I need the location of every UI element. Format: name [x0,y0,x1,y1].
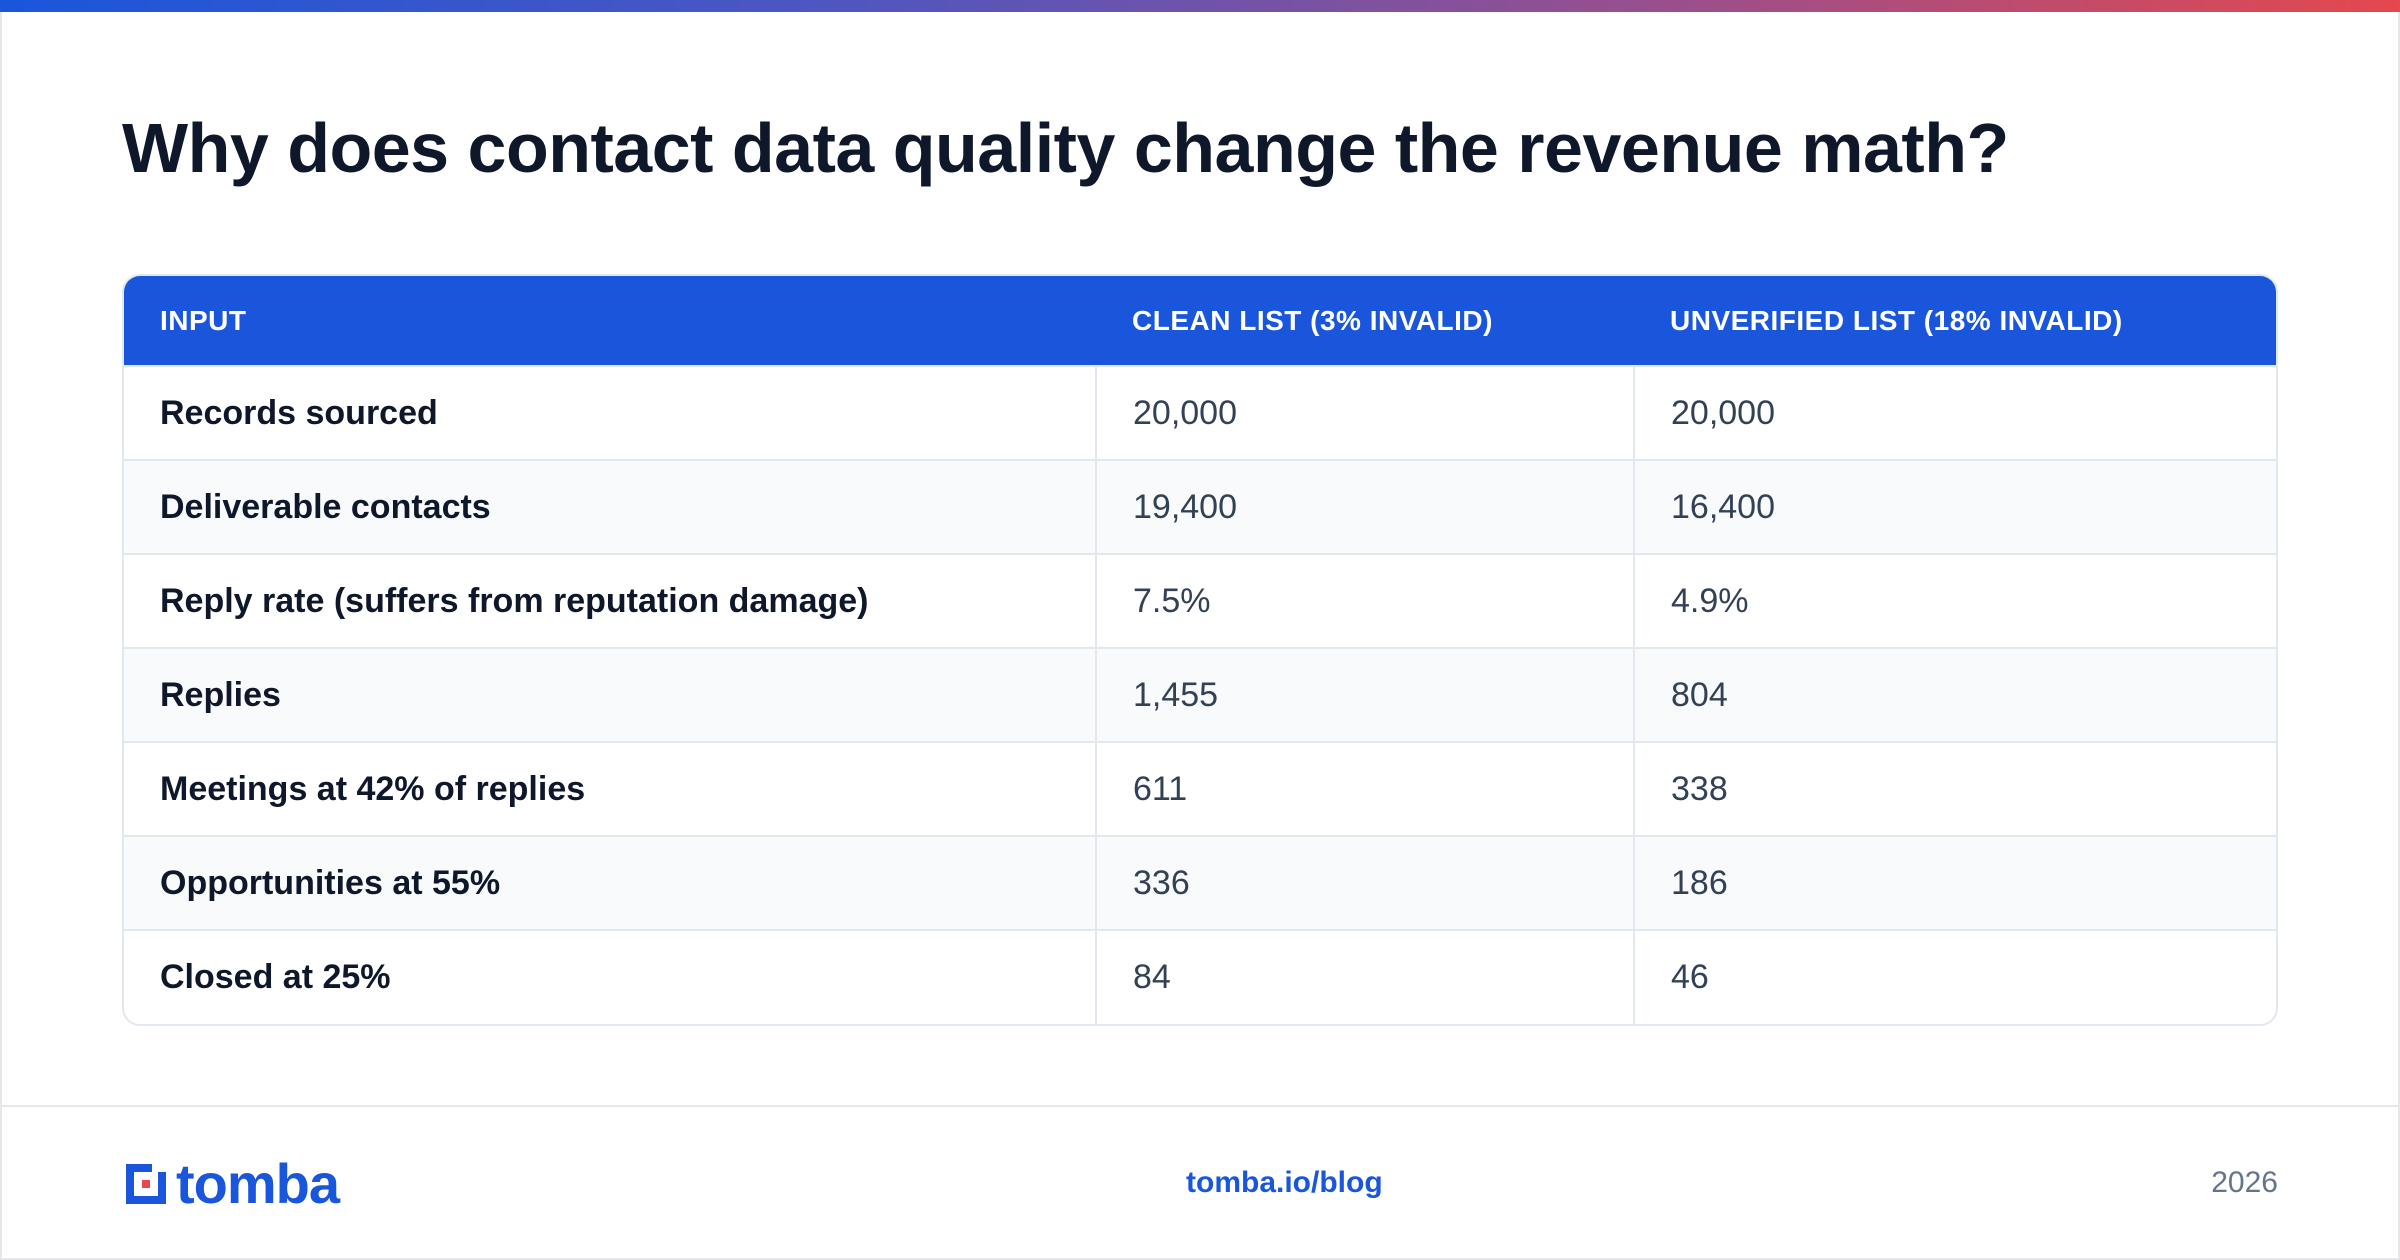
unverified-value: 804 [1633,647,2276,742]
gradient-top-bar [0,0,2400,12]
header-clean-list: CLEAN LIST (3% INVALID) [1096,276,1634,366]
row-label: Reply rate (suffers from reputation dama… [124,553,1096,648]
comparison-table-container: INPUT CLEAN LIST (3% INVALID) UNVERIFIED… [122,274,2278,1026]
footer-divider [0,1105,2400,1107]
row-label: Opportunities at 55% [124,835,1096,930]
tomba-logo-icon [122,1160,170,1208]
unverified-value: 16,400 [1633,459,2276,554]
unverified-value: 4.9% [1633,553,2276,648]
page-title: Why does contact data quality change the… [122,109,2009,187]
blog-link[interactable]: tomba.io/blog [1186,1166,1383,1199]
row-label: Deliverable contacts [124,459,1096,554]
header-input: INPUT [124,276,1096,366]
table-row: Meetings at 42% of replies 611 338 [124,741,2276,836]
table-row: Closed at 25% 84 46 [124,929,2276,1024]
footer-year: 2026 [2211,1166,2278,1199]
table-row: Deliverable contacts 19,400 16,400 [124,459,2276,554]
logo-wordmark: tomba [176,1152,340,1215]
clean-value: 84 [1095,929,1634,1024]
unverified-value: 186 [1633,835,2276,930]
unverified-value: 20,000 [1633,365,2276,460]
table-row: Records sourced 20,000 20,000 [124,365,2276,460]
clean-value: 19,400 [1095,459,1634,554]
comparison-table: INPUT CLEAN LIST (3% INVALID) UNVERIFIED… [124,276,2276,1024]
unverified-value: 338 [1633,741,2276,836]
clean-value: 7.5% [1095,553,1634,648]
table-row: Reply rate (suffers from reputation dama… [124,553,2276,648]
unverified-value: 46 [1633,929,2276,1024]
row-label: Meetings at 42% of replies [124,741,1096,836]
header-unverified-list: UNVERIFIED LIST (18% INVALID) [1634,276,2276,366]
row-label: Closed at 25% [124,929,1096,1024]
tomba-logo[interactable]: tomba [122,1152,340,1215]
row-label: Replies [124,647,1096,742]
table-row: Replies 1,455 804 [124,647,2276,742]
table-row: Opportunities at 55% 336 186 [124,835,2276,930]
clean-value: 611 [1095,741,1634,836]
row-label: Records sourced [124,365,1096,460]
clean-value: 1,455 [1095,647,1634,742]
clean-value: 20,000 [1095,365,1634,460]
table-header-row: INPUT CLEAN LIST (3% INVALID) UNVERIFIED… [124,276,2276,366]
clean-value: 336 [1095,835,1634,930]
